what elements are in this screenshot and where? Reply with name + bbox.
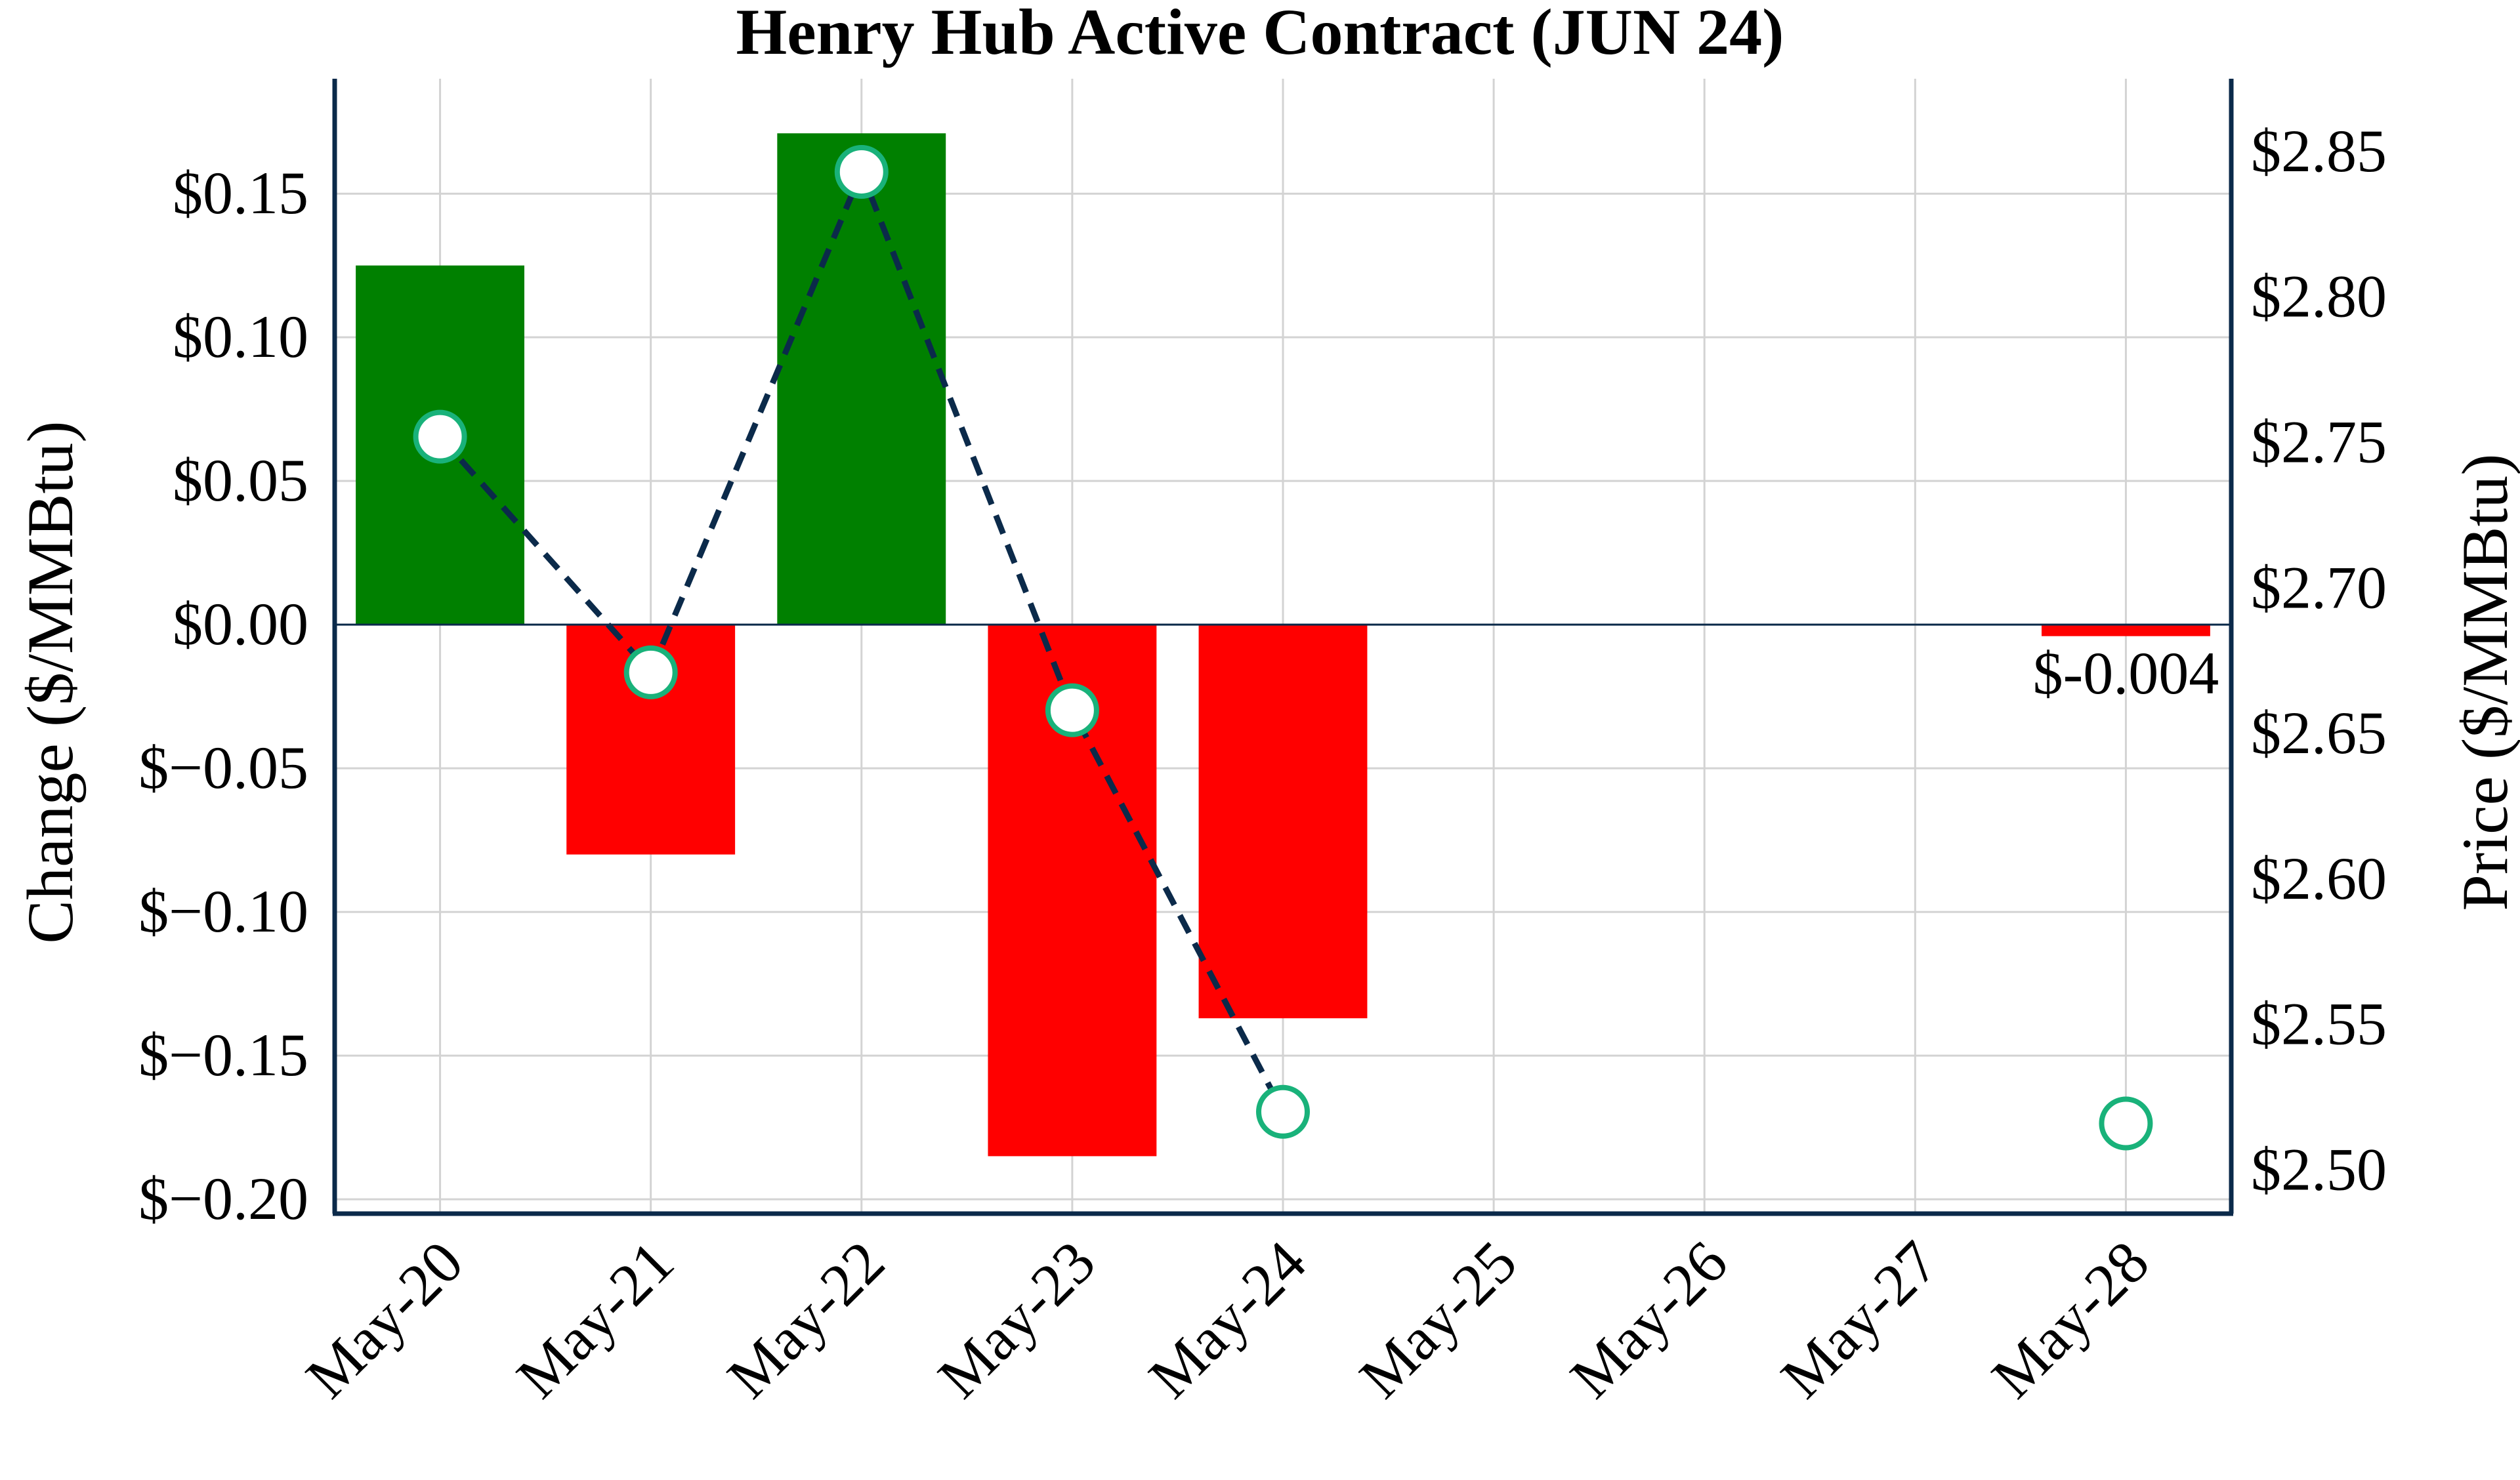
- bar: [1198, 625, 1368, 1019]
- x-tick-label: May-26: [1557, 1228, 1740, 1410]
- price-point: [413, 409, 467, 464]
- right-tick-label: $2.85: [2251, 117, 2387, 184]
- price-markers: [413, 144, 2153, 1151]
- left-tick-label: $0.10: [173, 303, 308, 370]
- bars: [356, 133, 2210, 1157]
- left-axis-title: Change ($/MMBtu): [14, 421, 87, 943]
- price-point: [834, 144, 889, 199]
- price-point: [1045, 683, 1099, 737]
- x-tick-label: May-28: [1979, 1228, 2161, 1410]
- left-tick-label: $0.05: [173, 447, 308, 514]
- bar: [2042, 625, 2210, 636]
- left-axis-ticks: $−0.20 $−0.15 $−0.10 $−0.05 $0.00 $0.05 $0.10 $…: [138, 159, 308, 1232]
- right-tick-label: $2.60: [2251, 845, 2387, 912]
- x-tick-label: May-20: [293, 1228, 476, 1410]
- annotation-label: $-0.004: [2033, 640, 2219, 707]
- left-tick-label: $−0.20: [138, 1165, 308, 1232]
- x-tick-label: May-25: [1347, 1228, 1529, 1410]
- price-point: [1256, 1084, 1310, 1139]
- right-tick-label: $2.50: [2251, 1136, 2387, 1202]
- x-tick-label: May-21: [504, 1228, 686, 1410]
- right-tick-label: $2.65: [2251, 699, 2387, 766]
- x-tick-label: May-23: [925, 1228, 1108, 1410]
- x-tick-label: May-27: [1768, 1228, 1950, 1410]
- annotations: $-0.004: [2033, 640, 2219, 707]
- price-point: [2099, 1096, 2153, 1151]
- right-tick-label: $2.55: [2251, 991, 2387, 1058]
- bar: [777, 133, 946, 625]
- left-tick-label: $−0.10: [138, 878, 308, 945]
- left-tick-label: $−0.15: [138, 1021, 308, 1088]
- x-tick-label: May-22: [715, 1228, 897, 1410]
- left-tick-label: $−0.05: [138, 734, 308, 801]
- right-tick-label: $2.75: [2251, 408, 2387, 475]
- chart-title: Henry Hub Active Contract (JUN 24): [736, 0, 1784, 68]
- price-point: [623, 645, 678, 699]
- right-tick-label: $2.70: [2251, 554, 2387, 621]
- x-tick-label: May-24: [1136, 1228, 1318, 1410]
- left-tick-label: $0.15: [173, 159, 308, 226]
- right-tick-label: $2.80: [2251, 263, 2387, 330]
- plot-frame: [332, 79, 2234, 1216]
- x-axis-ticks: May-20 May-21 May-22 May-23 May-24 May-25 May-…: [293, 1228, 2162, 1410]
- left-tick-label: $0.00: [173, 590, 308, 657]
- right-axis-title: Price ($/MMBtu): [2448, 453, 2520, 911]
- right-axis-ticks: $2.50 $2.55 $2.60 $2.65 $2.70 $2.75 $2.80 $2.85: [2251, 117, 2387, 1203]
